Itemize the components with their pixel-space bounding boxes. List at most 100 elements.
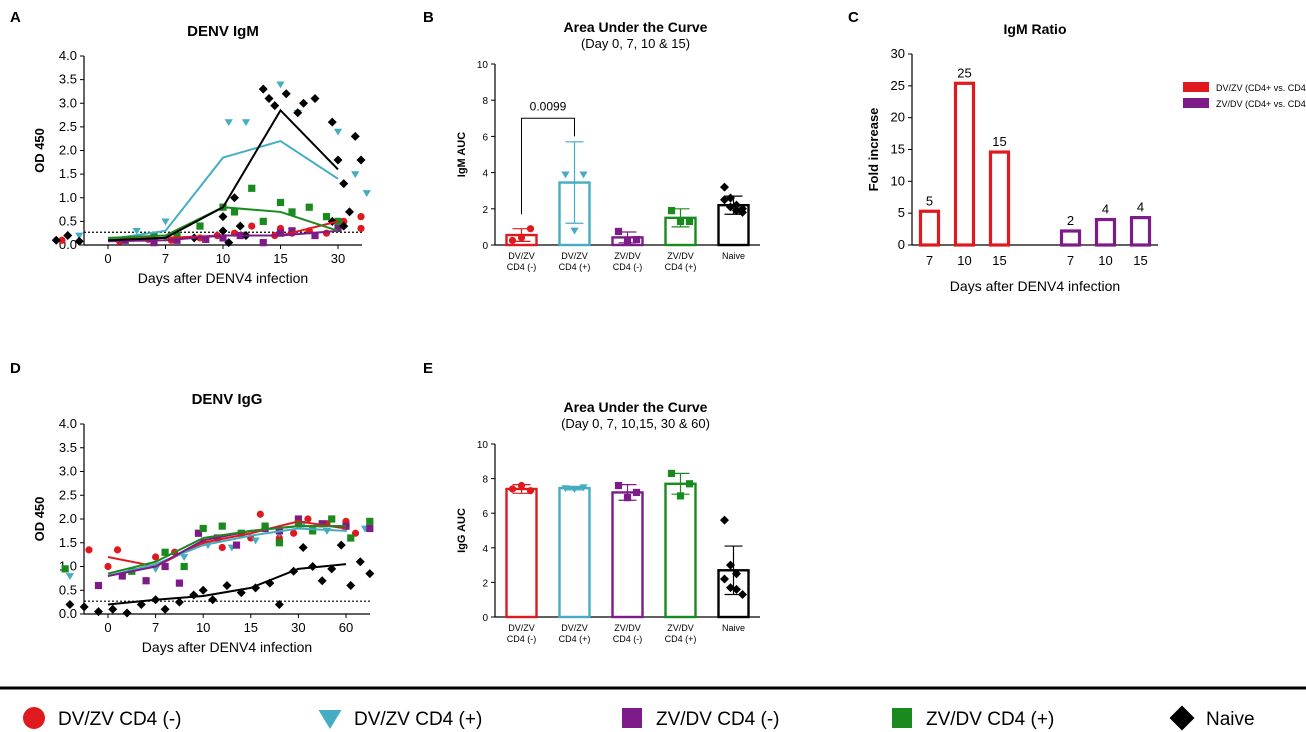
x-tick-label: 15 [273,251,287,266]
data-point-zvdv_pos [276,198,285,207]
data-point-naive [365,569,375,579]
data-point-naive [336,540,346,550]
bar-dvzv_neg [505,487,538,619]
x-tick-label: CD4 (-) [613,262,643,272]
data-point-naive [160,604,170,614]
y-tick-label: 10 [891,173,905,188]
x-tick-label: 30 [291,620,305,635]
data-point-zvdv_pos [161,548,169,556]
data-point-naive [738,590,747,600]
data-point-naive [720,515,729,525]
y-tick-label: 1.5 [59,535,77,550]
data-point-naive [51,235,61,245]
legend-label: DV/ZV CD4 (-) [58,709,182,730]
data-label: 15 [992,134,1006,149]
y-tick-label: 8 [482,475,488,486]
mean-line-naive [107,563,347,606]
data-point-zvdv_pos [322,213,331,221]
mean-line-naive [107,108,339,242]
data-point-dvzv_neg [104,562,112,571]
data-point-zvdv_pos [328,515,336,523]
y-tick-label: 5 [898,205,905,220]
data-point-dvzv_neg [357,224,365,233]
data-point-naive [258,84,268,94]
panel-letters: A B C D E [10,9,859,377]
x-tick-label: 7 [162,251,169,266]
data-point-dvzv_neg [152,553,160,561]
chart-panel-e: 0 2 4 6 8 10 Area Under the Curve(Day 0, 7, 10… [456,399,760,644]
data-point-naive [198,585,208,595]
y-tick-label: 2.0 [59,143,77,158]
data-point-dvzv_neg [340,217,348,225]
x-tick-label: 10 [196,620,210,635]
mean-line-dvzv_pos [107,527,347,577]
data-point-zvdv_neg [232,541,241,549]
x-tick-label: Naive [722,623,745,633]
data-point-zvdv_pos [667,469,676,478]
data-point-naive [189,590,199,600]
data-point-dvzv_pos [161,218,170,226]
data-point-naive [230,193,239,203]
data-point-naive [355,557,365,567]
data-point-zvdv_pos [685,480,694,488]
y-axis-label: OD 450 [32,497,47,542]
data-point-zvdv_neg [318,520,326,528]
x-tick-label: 10 [216,251,230,266]
data-point-dvzv_neg [58,236,66,244]
y-tick-label: 3.0 [59,95,77,110]
y-tick-label: 3.5 [59,440,77,455]
x-tick-label: ZV/DV [614,623,641,633]
x-tick-label: CD4 (+) [559,262,591,272]
data-point-zvdv_pos [173,231,181,240]
data-point-zvdv_neg [614,481,623,490]
mean-line-dvzv_pos [107,139,339,241]
x-tick-label: 0 [104,251,111,266]
panel-letter: D [10,360,21,377]
y-tick-label: 0 [898,237,905,252]
data-label: 25 [957,65,971,80]
data-label: 2 [1067,213,1074,228]
data-point-zvdv_pos [218,522,226,530]
data-point-zvdv_pos [676,217,685,226]
data-point-naive [732,584,741,594]
data-point-naive [317,576,327,586]
data-point-zvdv_neg [614,227,623,236]
data-point-zvdv_neg [142,577,150,585]
bar-zvdv_neg [1094,217,1117,247]
y-tick-label: 4 [482,544,488,555]
data-point-naive [299,98,308,108]
data-point-dvzv_pos [579,171,588,179]
y-tick-label: 0.5 [59,213,77,228]
data-point-naive [264,94,274,104]
data-point-naive [74,236,84,246]
data-point-zvdv_pos [196,222,204,230]
x-tick-label: CD4 (-) [613,634,643,644]
y-tick-label: 6 [482,132,488,143]
bar-dvzv_neg [953,81,976,247]
x-tick-label: 10 [957,253,971,268]
data-point-naive [310,94,320,104]
x-tick-label: CD4 (+) [559,634,591,644]
data-point-dvzv_neg [218,543,226,552]
y-tick-label: 4 [482,169,488,180]
panel-letter: C [848,9,859,26]
y-tick-label: 4.0 [59,416,77,431]
x-tick-label: ZV/DV [614,251,641,261]
x-tick-label: CD4 (-) [507,634,537,644]
data-point-dvzv_pos [570,227,579,235]
data-point-zvdv_neg [366,524,374,533]
data-point-dvzv_pos [132,227,141,235]
data-point-naive [65,600,75,609]
data-point-naive [339,179,349,189]
data-point-dvzv_pos [75,232,84,240]
data-point-naive [345,207,354,217]
x-tick-label: 7 [152,620,159,635]
x-tick-label: CD4 (+) [665,262,697,272]
data-point-zvdv_pos [259,217,267,225]
data-point-naive [208,595,218,605]
bar-zvdv_neg [1059,229,1082,247]
x-tick-label: CD4 (-) [507,262,537,272]
data-point-naive [281,89,291,99]
data-point-naive [720,574,729,584]
y-axis-label: OD 450 [32,128,47,173]
